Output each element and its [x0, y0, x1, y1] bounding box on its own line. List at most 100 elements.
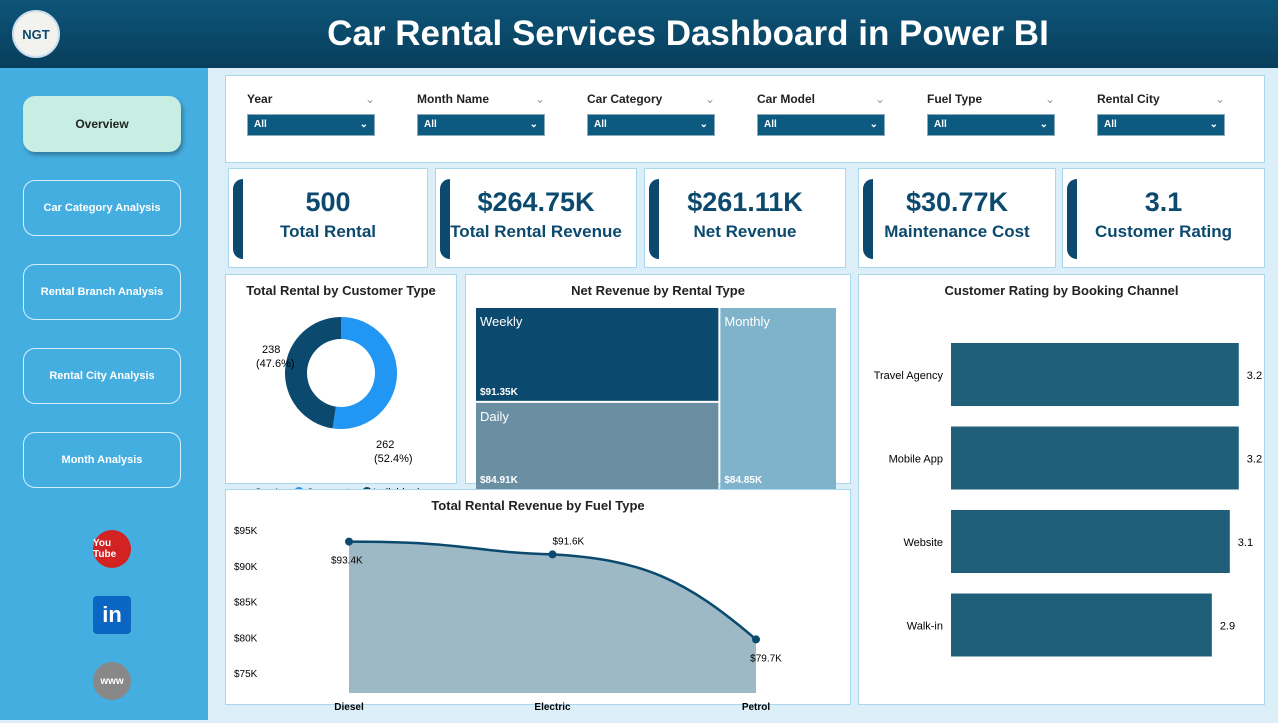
- slicer-rental-city: Rental City ⌄ All ⌄: [1097, 92, 1225, 136]
- data-point[interactable]: [752, 635, 760, 644]
- area-chart: $75K $80K $85K $90K $95K $93.4K Diesel $91.6K El…: [234, 526, 782, 713]
- chart-title: Total Rental Revenue by Fuel Type: [431, 498, 645, 513]
- chevron-down-icon[interactable]: ⌄: [534, 92, 545, 106]
- chart-title: Net Revenue by Rental Type: [571, 283, 745, 298]
- kpi-value: 500: [305, 187, 351, 217]
- label: $84.85K: [724, 475, 763, 486]
- label: Weekly: [480, 314, 523, 329]
- label: Walk-in: [907, 621, 943, 633]
- slicer-value: All: [764, 119, 777, 130]
- kpi-accent: [440, 179, 450, 259]
- bar-walk-in[interactable]: [951, 593, 1212, 657]
- label: 3.1: [1238, 537, 1253, 549]
- label: $84.91K: [480, 475, 519, 486]
- chart-title: Customer Rating by Booking Channel: [944, 283, 1179, 298]
- chevron-down-icon: ⌄: [359, 119, 368, 130]
- treemap-chart: Weekly $91.35K Daily $84.91K Monthly $84.85K: [476, 308, 836, 489]
- slicer-label: Fuel Type: [927, 92, 983, 106]
- label: $90K: [234, 562, 258, 573]
- slicer-label: Year: [247, 92, 273, 106]
- slicer-car-category: Car Category ⌄ All ⌄: [587, 92, 715, 136]
- kpi-card: 500 Total Rental: [228, 168, 428, 268]
- kpi-accent: [1067, 179, 1077, 259]
- label: $95K: [234, 526, 258, 537]
- label: 3.2: [1247, 370, 1262, 382]
- slicer-dropdown[interactable]: All ⌄: [247, 114, 375, 136]
- treemap-tile-weekly[interactable]: [476, 308, 719, 401]
- label: $80K: [234, 633, 258, 644]
- chart-title: Total Rental by Customer Type: [246, 283, 436, 298]
- label: 262: [376, 439, 394, 451]
- nav-button-rental-city-analysis[interactable]: Rental City Analysis: [23, 348, 181, 404]
- bar-travel-agency[interactable]: [951, 343, 1239, 406]
- label: 238: [262, 344, 280, 356]
- chevron-down-icon[interactable]: ⌄: [1214, 92, 1225, 106]
- linkedin-icon[interactable]: in: [93, 596, 131, 634]
- kpi-label: Maintenance Cost: [884, 222, 1030, 241]
- slicer-dropdown[interactable]: All ⌄: [417, 114, 545, 136]
- slicer-dropdown[interactable]: All ⌄: [757, 114, 885, 136]
- youtube-icon[interactable]: You Tube: [93, 530, 131, 568]
- kpi-value: $261.11K: [687, 187, 803, 217]
- slicer-value: All: [254, 119, 267, 130]
- label: Mobile App: [889, 454, 943, 466]
- kpi-card: $264.75K Total Rental Revenue: [435, 168, 637, 268]
- label: Diesel: [334, 702, 364, 713]
- label: Petrol: [742, 702, 771, 713]
- slicer-dropdown[interactable]: All ⌄: [1097, 114, 1225, 136]
- data-point[interactable]: [548, 550, 557, 559]
- slicer-panel: Year ⌄ All ⌄ Month Name ⌄ All ⌄ Car Category ⌄ All…: [225, 75, 1265, 163]
- sidebar: Overview Car Category Analysis Rental Bran…: [0, 68, 208, 720]
- kpi-accent: [233, 179, 243, 259]
- chevron-down-icon[interactable]: ⌄: [704, 92, 715, 106]
- label: $93.4K: [331, 556, 363, 567]
- label: $91.35K: [480, 387, 519, 398]
- label: $75K: [234, 669, 258, 680]
- label: $91.6K: [553, 536, 585, 547]
- slicer-value: All: [594, 119, 607, 130]
- label: $79.7K: [750, 653, 782, 664]
- area-fill: [349, 541, 756, 693]
- data-point[interactable]: [345, 537, 353, 546]
- treemap-card: Net Revenue by Rental Type Weekly $91.35K…: [465, 274, 851, 489]
- chevron-down-icon: ⌄: [529, 119, 538, 130]
- label: Travel Agency: [874, 370, 944, 382]
- kpi-label: Net Revenue: [693, 222, 797, 241]
- bar-mobile-app[interactable]: [951, 426, 1239, 490]
- nav-button-overview[interactable]: Overview: [23, 96, 181, 152]
- treemap-tile-daily[interactable]: [476, 402, 719, 489]
- label: 3.2: [1247, 454, 1262, 466]
- kpi-card: $30.77K Maintenance Cost: [858, 168, 1056, 268]
- donut-slice-individual[interactable]: [284, 317, 341, 429]
- kpi-label: Customer Rating: [1095, 222, 1232, 241]
- slicer-year: Year ⌄ All ⌄: [247, 92, 375, 136]
- bar-chart-card: Customer Rating by Booking Channel Trave…: [858, 274, 1265, 705]
- label: Daily: [480, 409, 509, 424]
- slicer-value: All: [934, 119, 947, 130]
- kpi-value: $264.75K: [477, 187, 595, 217]
- label: Website: [903, 537, 943, 549]
- nav-button-rental-branch-analysis[interactable]: Rental Branch Analysis: [23, 264, 181, 320]
- chevron-down-icon[interactable]: ⌄: [874, 92, 885, 106]
- slicer-dropdown[interactable]: All ⌄: [587, 114, 715, 136]
- label: $85K: [234, 598, 258, 609]
- donut-chart-card: Total Rental by Customer Type 262 (52.4%)…: [225, 274, 457, 499]
- chevron-down-icon[interactable]: ⌄: [1044, 92, 1055, 106]
- treemap-tile-monthly[interactable]: [720, 308, 836, 489]
- globe-icon[interactable]: www: [93, 662, 131, 700]
- header: NGT Car Rental Services Dashboard in Pow…: [0, 0, 1278, 68]
- bar-website[interactable]: [951, 510, 1230, 573]
- donut-slice-corporate[interactable]: [332, 317, 397, 429]
- slicer-value: All: [1104, 119, 1117, 130]
- slicer-label: Month Name: [417, 92, 489, 106]
- donut-chart: 262(52.4%)238(47.6%)Cust...CorporateIndi…: [254, 317, 419, 499]
- bar-chart: Travel Agency 3.2 Mobile App 3.2 Website 3.1 W…: [874, 343, 1262, 657]
- chevron-down-icon: ⌄: [1039, 119, 1048, 130]
- label: Monthly: [724, 314, 770, 329]
- slicer-car-model: Car Model ⌄ All ⌄: [757, 92, 885, 136]
- nav-button-month-analysis[interactable]: Month Analysis: [23, 432, 181, 488]
- chevron-down-icon[interactable]: ⌄: [364, 92, 375, 106]
- kpi-label: Total Rental Revenue: [450, 222, 622, 241]
- slicer-dropdown[interactable]: All ⌄: [927, 114, 1055, 136]
- nav-button-car-category-analysis[interactable]: Car Category Analysis: [23, 180, 181, 236]
